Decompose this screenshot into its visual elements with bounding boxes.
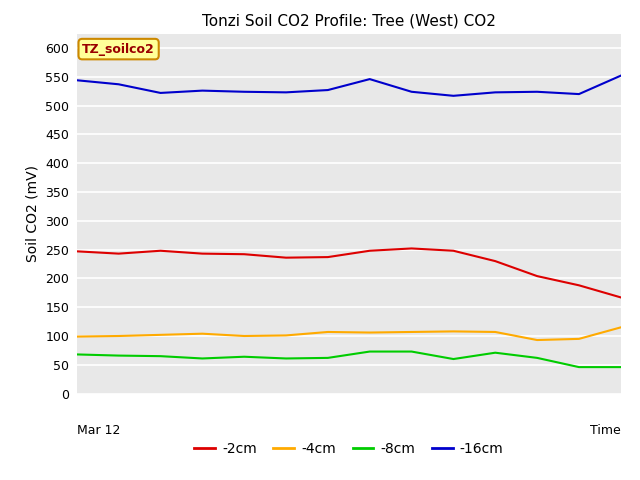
-8cm	[533, 355, 541, 361]
Text: Mar 12: Mar 12	[77, 424, 120, 437]
-2cm	[492, 258, 499, 264]
-16cm	[324, 87, 332, 93]
-8cm	[324, 355, 332, 361]
-2cm	[198, 251, 206, 256]
-4cm	[282, 333, 290, 338]
Legend: -2cm, -4cm, -8cm, -16cm: -2cm, -4cm, -8cm, -16cm	[189, 436, 509, 462]
Line: -4cm: -4cm	[77, 327, 621, 340]
-8cm	[366, 348, 374, 354]
-8cm	[449, 356, 457, 362]
-4cm	[366, 330, 374, 336]
-16cm	[366, 76, 374, 82]
Line: -8cm: -8cm	[77, 351, 621, 367]
-4cm	[324, 329, 332, 335]
-16cm	[533, 89, 541, 95]
-16cm	[492, 89, 499, 95]
-4cm	[449, 328, 457, 334]
-4cm	[115, 333, 122, 339]
Title: Tonzi Soil CO2 Profile: Tree (West) CO2: Tonzi Soil CO2 Profile: Tree (West) CO2	[202, 13, 496, 28]
-2cm	[533, 273, 541, 279]
-2cm	[241, 252, 248, 257]
-16cm	[617, 73, 625, 79]
-4cm	[73, 334, 81, 339]
-2cm	[157, 248, 164, 253]
Text: TZ_soilco2: TZ_soilco2	[82, 43, 155, 56]
-16cm	[73, 77, 81, 83]
-4cm	[241, 333, 248, 339]
-16cm	[282, 89, 290, 95]
-2cm	[408, 246, 415, 252]
-2cm	[366, 248, 374, 253]
-2cm	[449, 248, 457, 253]
-8cm	[198, 356, 206, 361]
-4cm	[408, 329, 415, 335]
-16cm	[157, 90, 164, 96]
Text: Time: Time	[590, 424, 621, 437]
-8cm	[157, 353, 164, 359]
-4cm	[575, 336, 583, 342]
-4cm	[533, 337, 541, 343]
-8cm	[408, 348, 415, 354]
Line: -16cm: -16cm	[77, 76, 621, 96]
-16cm	[198, 88, 206, 94]
Y-axis label: Soil CO2 (mV): Soil CO2 (mV)	[26, 165, 40, 262]
-16cm	[408, 89, 415, 95]
-8cm	[492, 350, 499, 356]
-8cm	[575, 364, 583, 370]
-4cm	[492, 329, 499, 335]
-4cm	[617, 324, 625, 330]
-16cm	[115, 82, 122, 87]
-2cm	[115, 251, 122, 256]
-2cm	[282, 255, 290, 261]
-2cm	[575, 282, 583, 288]
Line: -2cm: -2cm	[77, 249, 621, 298]
-2cm	[73, 249, 81, 254]
-2cm	[617, 295, 625, 300]
-2cm	[324, 254, 332, 260]
-4cm	[198, 331, 206, 336]
-8cm	[115, 353, 122, 359]
-8cm	[73, 351, 81, 357]
-8cm	[282, 356, 290, 361]
-16cm	[575, 91, 583, 97]
-8cm	[617, 364, 625, 370]
-16cm	[449, 93, 457, 99]
-8cm	[241, 354, 248, 360]
-4cm	[157, 332, 164, 338]
-16cm	[241, 89, 248, 95]
